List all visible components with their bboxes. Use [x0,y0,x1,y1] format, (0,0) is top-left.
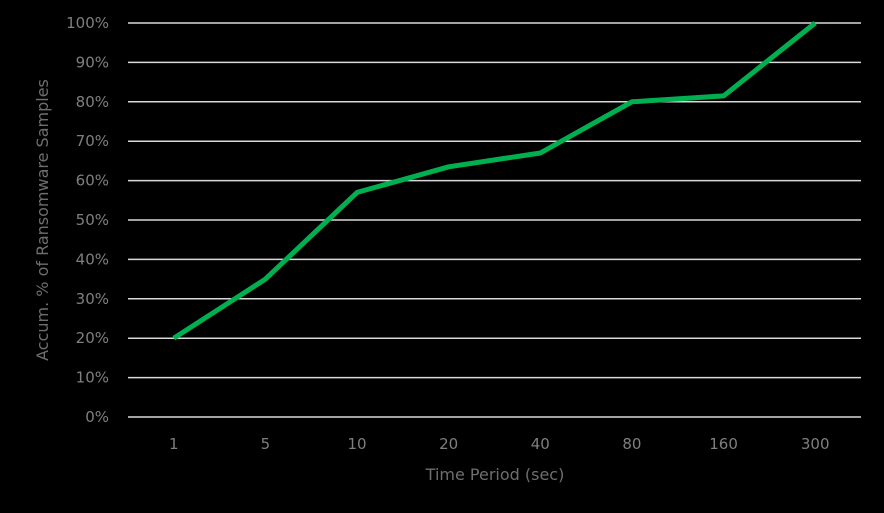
y-tick-label: 20% [76,329,109,347]
y-axis-title: Accum. % of Ransomware Samples [33,79,52,361]
y-axis-ticks: 0% 10% 20% 30% 40% 50% 60% 70% 80% 90% 100% [66,14,109,426]
series-line [172,21,817,341]
y-tick-label: 90% [76,53,109,71]
x-tick-label: 80 [622,435,641,453]
y-tick-label: 10% [76,369,109,387]
x-tick-label: 160 [709,435,738,453]
y-tick-label: 80% [76,93,109,111]
x-tick-label: 300 [801,435,830,453]
y-tick-label: 60% [76,172,109,190]
x-tick-label: 10 [348,435,367,453]
y-tick-label: 70% [76,132,109,150]
y-tick-label: 30% [76,290,109,308]
y-tick-label: 100% [66,14,109,32]
y-tick-label: 50% [76,211,109,229]
gridlines [128,22,861,418]
x-axis-title: Time Period (sec) [425,465,565,484]
x-tick-label: 5 [261,435,271,453]
x-tick-label: 1 [169,435,179,453]
x-tick-label: 20 [439,435,458,453]
y-tick-label: 0% [85,408,109,426]
x-tick-label: 40 [531,435,550,453]
y-tick-label: 40% [76,250,109,268]
x-axis-ticks: 1 5 10 20 40 80 160 300 [169,435,829,453]
